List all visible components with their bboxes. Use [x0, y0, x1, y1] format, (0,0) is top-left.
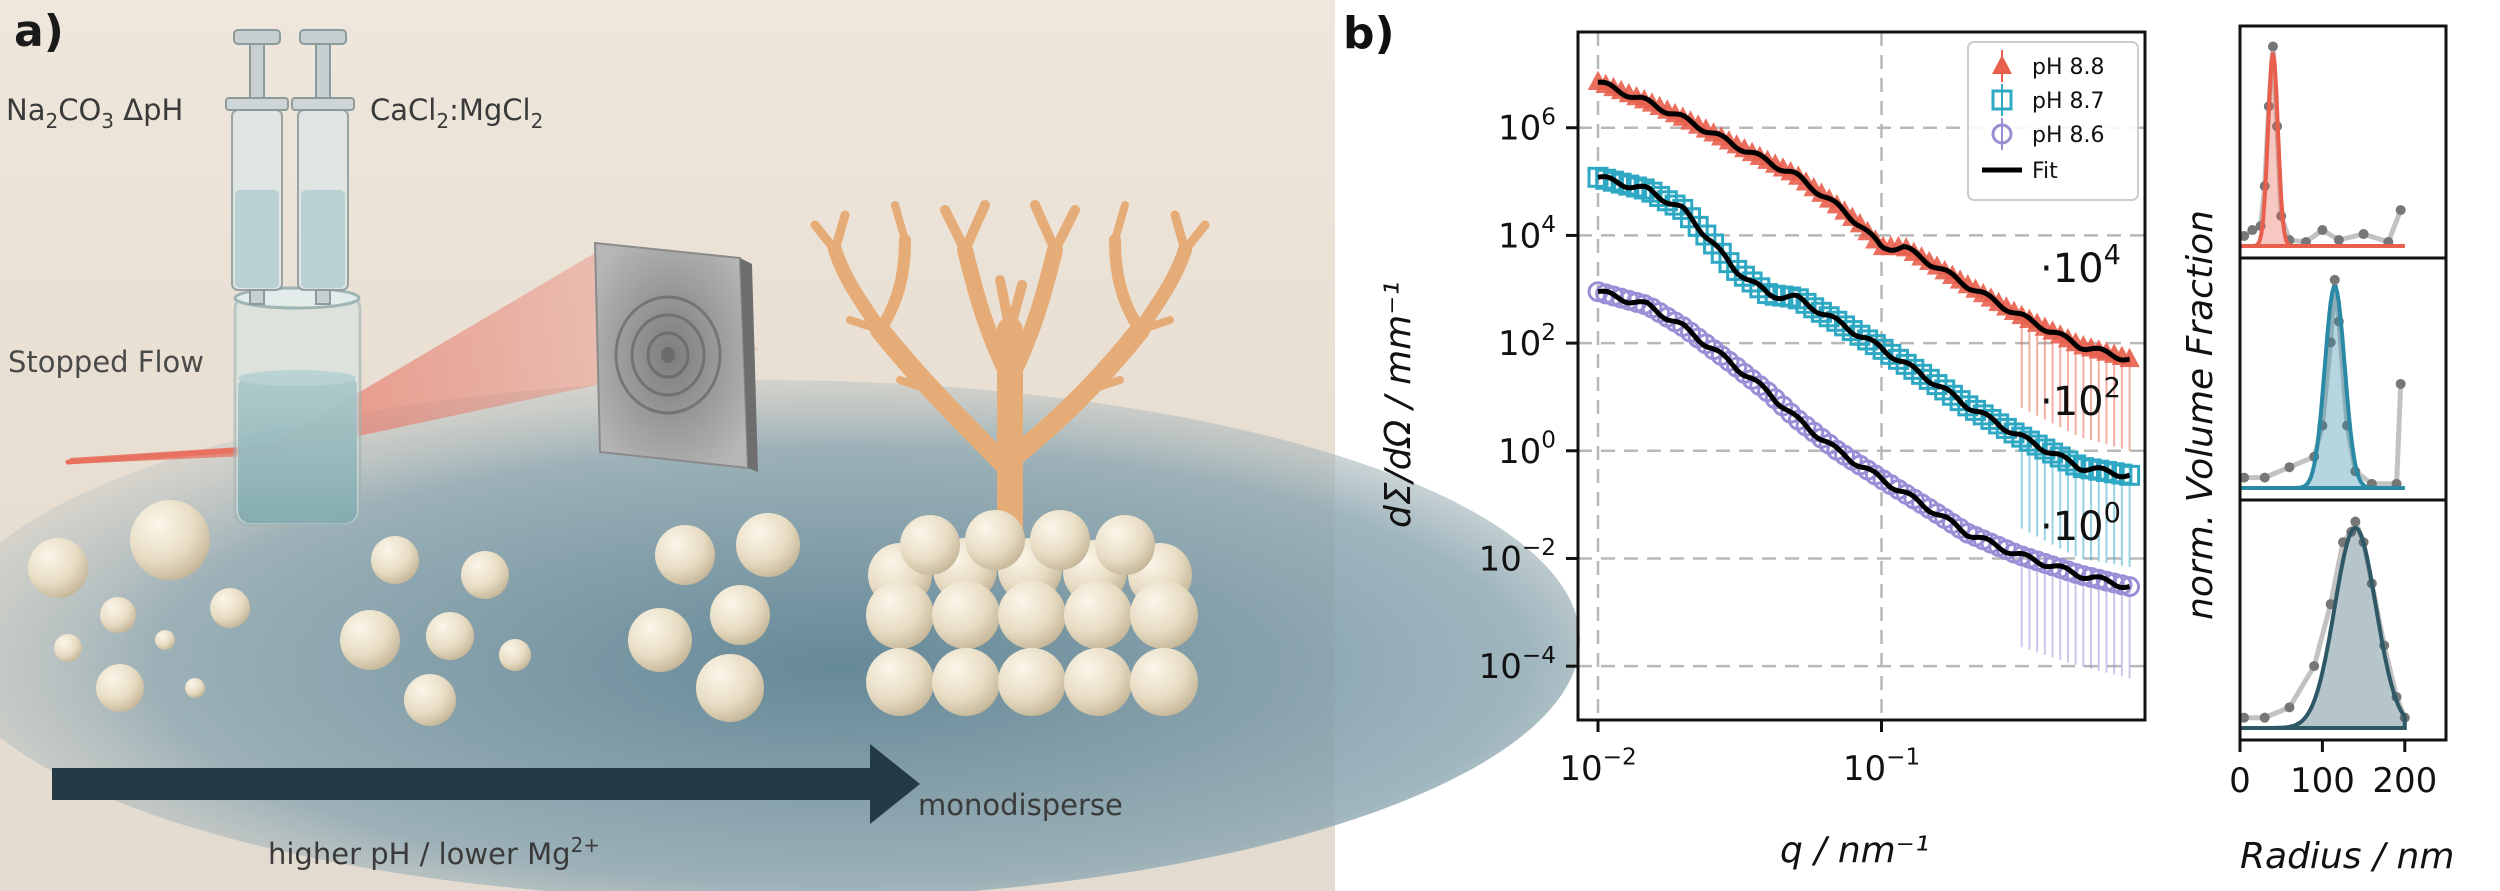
legend-label: pH 8.8: [2032, 55, 2105, 80]
dist-raw-point: [2395, 205, 2406, 216]
stacked-particles: [866, 510, 1198, 716]
dist-x-tick-label: 0: [2229, 761, 2251, 801]
main-ticks: 10−2 10−1 106 104 102 100 10−2 10−4: [1479, 104, 1921, 789]
fit-curve: [1597, 79, 2131, 363]
dist-frame-3: [2238, 498, 2448, 742]
syringe-right: [291, 29, 355, 305]
dist-raw-point: [2333, 235, 2344, 246]
dist-raw-point: [2284, 702, 2295, 713]
legend-fit-label: Fit: [2032, 159, 2058, 184]
floor-surface: [0, 380, 1580, 891]
main-x-axis-label: q / nm⁻¹: [1780, 830, 1929, 871]
dist-raw-point: [2350, 516, 2361, 527]
x-tick-label: 10−1: [1843, 745, 1920, 789]
dist-raw-point: [2309, 661, 2320, 672]
dist-raw-point: [2259, 472, 2270, 483]
fit-curve: [1597, 174, 2131, 480]
dendritic-crystal: [810, 200, 1210, 568]
dist-raw-point: [2284, 462, 2295, 473]
panel-a-illustration: a) Na2CO3 ΔpH CaCl2:MgCl2 Stopped Flow h…: [0, 0, 1580, 891]
y-tick-label: 10−2: [1479, 535, 1556, 579]
monodisperse-label: monodisperse: [918, 788, 1123, 822]
main-series-group: [1587, 70, 2141, 679]
syringe-left-label: Na2CO3 ΔpH: [6, 93, 183, 133]
panel-a-label: a): [14, 6, 64, 57]
dist-ticks: 0 100 200: [2229, 740, 2437, 801]
dist-x-tick-label: 200: [2372, 761, 2437, 801]
legend-label: pH 8.7: [2032, 89, 2105, 114]
dist-raw-point: [2247, 225, 2258, 236]
scale-label: ·100: [2040, 498, 2121, 550]
dist-panel-2: [2240, 274, 2406, 490]
stopped-flow-label: Stopped Flow: [8, 345, 204, 379]
y-tick-label: 102: [1498, 320, 1556, 364]
data-marker: [2103, 572, 2125, 594]
dist-fit-curve: [2240, 284, 2405, 490]
distribution-content: [2240, 41, 2410, 730]
dist-raw-point: [2267, 41, 2278, 52]
dist-raw-point: [2240, 231, 2250, 242]
fit-curve: [1597, 288, 2131, 591]
y-tick-label: 104: [1498, 212, 1556, 256]
dist-raw-point: [2395, 378, 2406, 389]
dist-x-axis-label: Radius / nm: [2240, 836, 2454, 877]
dist-x-tick-label: 100: [2290, 761, 2355, 801]
detector-plate: [593, 241, 758, 472]
dist-panel-3: [2240, 514, 2410, 730]
syringe-right-label: CaCl2:MgCl2: [370, 93, 543, 133]
panel-b-figure: b) 10−2 10−1 106 104 102 100 10−2 10−4 ·104 ·102…: [1343, 8, 2454, 877]
dist-raw-point: [2240, 712, 2250, 723]
scale-label: ·102: [2040, 373, 2121, 425]
panel-b-label: b): [1343, 8, 1395, 59]
scale-factor-labels: ·104 ·102 ·100: [2040, 240, 2121, 550]
series-pH-8-8: [1587, 70, 2140, 451]
arrow-label: higher pH / lower Mg2+: [268, 833, 600, 871]
y-tick-label: 106: [1498, 104, 1556, 148]
series-pH-8-6: [1587, 281, 2141, 679]
dist-raw-point: [2240, 472, 2250, 483]
data-marker: [2095, 570, 2117, 592]
legend-box: [1967, 41, 2139, 201]
main-y-axis-label: dΣ/dΩ / mm⁻¹: [1378, 281, 1419, 528]
legend-label: pH 8.6: [2032, 123, 2105, 148]
size-distribution-chart: 0 100 200 Radius / nm norm. Volume Fractio…: [2180, 24, 2454, 877]
dist-raw-point: [2259, 712, 2270, 723]
scale-label: ·104: [2040, 240, 2121, 292]
dist-raw-point: [2329, 274, 2340, 285]
main-axes-frame: [1576, 30, 2147, 722]
dist-raw-point: [2358, 229, 2369, 240]
xray-beam: [70, 250, 760, 464]
legend: pH 8.8 pH 8.7 pH 8.6 Fit: [1967, 41, 2139, 201]
y-tick-label: 10−4: [1479, 643, 1556, 687]
dist-raw-point: [2317, 225, 2328, 236]
series-pH-8-7: [1587, 166, 2141, 567]
dist-y-axis-label: norm. Volume Fraction: [2180, 210, 2221, 620]
incident-beam: [65, 447, 243, 465]
y-tick-label: 100: [1498, 427, 1556, 471]
x-tick-label: 10−2: [1559, 745, 1636, 789]
dist-panel-1: [2240, 41, 2406, 248]
stopped-flow-cell: [233, 286, 362, 527]
syringe-left: [225, 29, 289, 305]
loose-particles: [28, 500, 800, 726]
trend-arrow: [52, 744, 920, 824]
